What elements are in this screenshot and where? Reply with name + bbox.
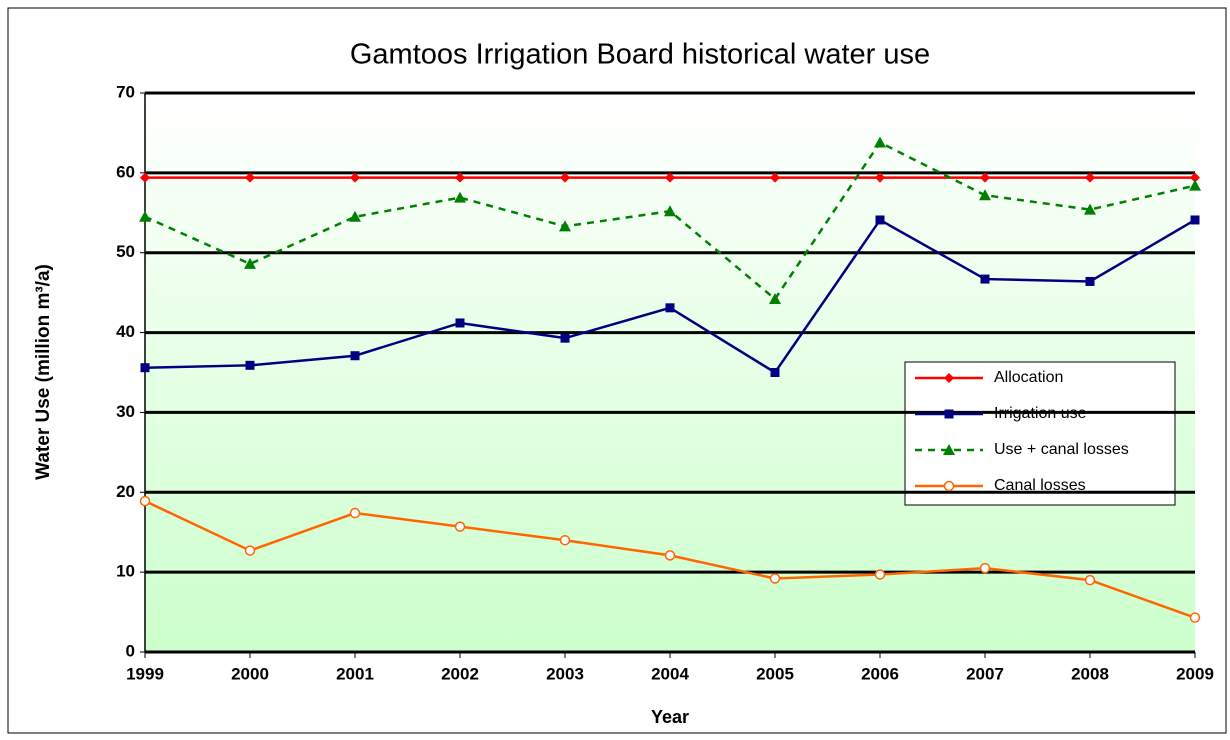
marker	[664, 205, 676, 217]
marker	[244, 545, 256, 556]
y-tick-label: 20	[116, 482, 135, 501]
x-tick-label: 2002	[441, 664, 479, 683]
marker	[350, 351, 360, 361]
marker	[559, 534, 571, 546]
marker	[874, 569, 886, 580]
marker	[769, 573, 781, 584]
marker	[1189, 179, 1201, 191]
legend-label: Allocation	[994, 369, 1063, 386]
y-tick-label: 60	[116, 162, 135, 181]
marker	[875, 215, 885, 225]
marker	[455, 318, 465, 328]
marker	[980, 274, 990, 284]
marker	[560, 172, 570, 183]
marker	[665, 303, 675, 313]
marker	[944, 373, 954, 383]
marker	[245, 360, 255, 370]
marker	[1189, 612, 1201, 623]
marker	[770, 172, 780, 183]
legend-label: Irrigation use	[994, 405, 1087, 422]
marker	[455, 172, 465, 183]
x-tick-label: 1999	[126, 664, 164, 683]
y-axis-label: Water Use (million m³/a)	[33, 264, 54, 480]
x-tick-label: 2003	[546, 664, 584, 683]
marker	[139, 495, 151, 507]
legend-label: Canal losses	[994, 477, 1086, 494]
y-tick-label: 30	[116, 402, 135, 421]
marker	[979, 189, 991, 201]
chart-title: Gamtoos Irrigation Board historical wate…	[350, 39, 930, 71]
marker	[350, 172, 360, 183]
marker	[943, 480, 955, 492]
x-tick-label: 2007	[966, 664, 1004, 683]
marker	[349, 210, 361, 222]
marker	[980, 172, 990, 183]
x-tick-label: 2009	[1176, 664, 1214, 683]
marker	[1085, 172, 1095, 183]
x-tick-label: 2001	[336, 664, 374, 683]
marker	[943, 444, 955, 455]
marker	[1084, 574, 1096, 586]
legend-label: Use + canal losses	[994, 441, 1129, 458]
x-axis-label: Year	[651, 707, 689, 727]
marker	[770, 368, 780, 377]
marker	[1085, 276, 1095, 286]
marker	[665, 172, 675, 183]
y-tick-label: 70	[116, 82, 135, 101]
marker	[875, 172, 885, 183]
marker	[559, 220, 571, 232]
marker	[944, 409, 954, 419]
y-tick-label: 0	[126, 641, 135, 660]
y-tick-label: 10	[116, 562, 135, 581]
marker	[140, 363, 150, 373]
marker	[454, 191, 466, 203]
marker	[1084, 203, 1096, 215]
marker	[560, 333, 570, 343]
marker	[140, 172, 150, 183]
marker	[139, 210, 151, 222]
marker	[349, 507, 361, 519]
marker	[874, 136, 886, 148]
x-tick-label: 2006	[861, 664, 899, 683]
x-tick-label: 2008	[1071, 664, 1109, 683]
marker	[979, 562, 991, 574]
marker	[244, 257, 256, 269]
marker	[1190, 215, 1200, 225]
marker	[769, 293, 781, 305]
marker	[1190, 172, 1200, 183]
x-tick-label: 2000	[231, 664, 269, 683]
marker	[454, 521, 466, 532]
y-tick-label: 40	[116, 322, 135, 341]
marker	[245, 172, 255, 183]
x-tick-label: 2005	[756, 664, 794, 683]
y-tick-label: 50	[116, 242, 135, 261]
x-tick-label: 2004	[651, 664, 689, 683]
marker	[664, 550, 676, 561]
